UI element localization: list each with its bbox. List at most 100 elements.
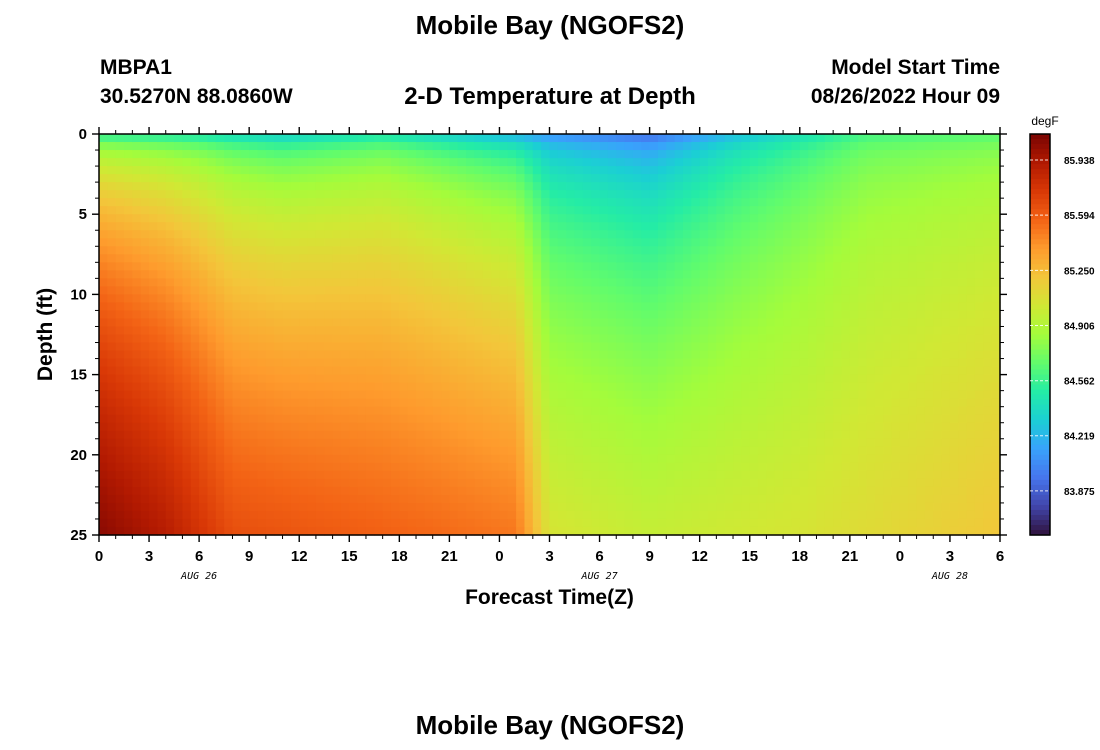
heatmap-cell (349, 198, 359, 207)
heatmap-cell (749, 134, 759, 143)
heatmap-cell (307, 294, 317, 304)
heatmap-cell (215, 502, 225, 512)
heatmap-cell (149, 142, 158, 151)
heatmap-cell (733, 454, 742, 464)
heatmap-cell (240, 190, 250, 199)
heatmap-cell (716, 238, 726, 247)
heatmap-cell (899, 414, 909, 424)
heatmap-cell (591, 142, 601, 151)
heatmap-cell (674, 182, 684, 191)
heatmap-cell (516, 454, 526, 464)
heatmap-cell (708, 238, 717, 247)
heatmap-cell (532, 374, 542, 384)
heatmap-cell (874, 398, 884, 408)
heatmap-cell (407, 230, 417, 239)
heatmap-cell (507, 182, 517, 191)
heatmap-cell (899, 374, 909, 384)
heatmap-cell (758, 318, 767, 328)
heatmap-cell (499, 318, 509, 328)
heatmap-cell (207, 342, 217, 352)
heatmap-cell (741, 358, 751, 368)
heatmap-cell (124, 470, 133, 480)
heatmap-cell (799, 478, 809, 488)
heatmap-cell (99, 438, 108, 448)
heatmap-cell (340, 350, 350, 360)
heatmap-cell (474, 182, 484, 191)
heatmap-cell (833, 158, 843, 167)
heatmap-cell (649, 142, 659, 151)
heatmap-cell (382, 206, 392, 215)
heatmap-cell (390, 430, 400, 440)
heatmap-cell (491, 414, 501, 424)
heatmap-cell (282, 254, 292, 263)
heatmap-cell (382, 366, 392, 376)
heatmap-cell (649, 326, 659, 336)
heatmap-cell (524, 374, 534, 384)
heatmap-cell (340, 430, 350, 440)
heatmap-cell (858, 158, 868, 167)
heatmap-cell (657, 198, 667, 207)
heatmap-cell (307, 158, 317, 167)
heatmap-cell (624, 414, 634, 424)
heatmap-cell (774, 366, 784, 376)
heatmap-cell (332, 158, 342, 167)
heatmap-cell (416, 478, 425, 488)
heatmap-cell (866, 158, 876, 167)
heatmap-cell (149, 262, 158, 271)
heatmap-cell (499, 438, 509, 448)
heatmap-cell (691, 222, 701, 231)
heatmap-cell (774, 190, 784, 199)
heatmap-cell (632, 382, 642, 392)
heatmap-cell (682, 462, 692, 472)
heatmap-cell (140, 222, 150, 231)
heatmap-cell (924, 190, 934, 199)
heatmap-cell (516, 358, 526, 368)
heatmap-cell (407, 246, 417, 255)
heatmap-cell (474, 518, 484, 528)
heatmap-cell (716, 214, 726, 223)
heatmap-cell (858, 342, 868, 352)
heatmap-cell (674, 230, 684, 239)
heatmap-cell (532, 358, 542, 368)
heatmap-cell (541, 134, 551, 143)
heatmap-cell (666, 262, 676, 271)
heatmap-cell (257, 510, 267, 520)
heatmap-cell (616, 462, 626, 472)
heatmap-cell (708, 262, 717, 271)
heatmap-cell (524, 222, 534, 231)
heatmap-cell (833, 334, 843, 344)
heatmap-cell (207, 294, 217, 304)
heatmap-cell (641, 518, 651, 528)
heatmap-cell (274, 198, 284, 207)
heatmap-cell (666, 486, 676, 496)
heatmap-cell (199, 134, 209, 143)
heatmap-cell (190, 334, 200, 344)
heatmap-cell (758, 158, 767, 167)
heatmap-cell (382, 182, 392, 191)
heatmap-cell (199, 478, 209, 488)
heatmap-cell (899, 382, 909, 392)
heatmap-cell (766, 158, 776, 167)
heatmap-cell (390, 206, 400, 215)
heatmap-cell (274, 390, 284, 400)
heatmap-cell (466, 238, 476, 247)
heatmap-cell (582, 182, 592, 191)
heatmap-cell (641, 526, 651, 536)
heatmap-cell (324, 158, 334, 167)
heatmap-cell (758, 214, 767, 223)
heatmap-cell (332, 342, 342, 352)
heatmap-cell (507, 150, 517, 159)
heatmap-cell (682, 142, 692, 151)
heatmap-cell (432, 454, 442, 464)
heatmap-cell (632, 166, 642, 175)
heatmap-cell (716, 334, 726, 344)
heatmap-cell (365, 166, 375, 175)
heatmap-cell (908, 494, 918, 504)
heatmap-cell (916, 262, 926, 271)
heatmap-cell (382, 246, 392, 255)
heatmap-cell (674, 198, 684, 207)
heatmap-cell (340, 406, 350, 416)
heatmap-cell (115, 286, 125, 295)
heatmap-cell (549, 406, 559, 416)
heatmap-cell (808, 446, 818, 456)
